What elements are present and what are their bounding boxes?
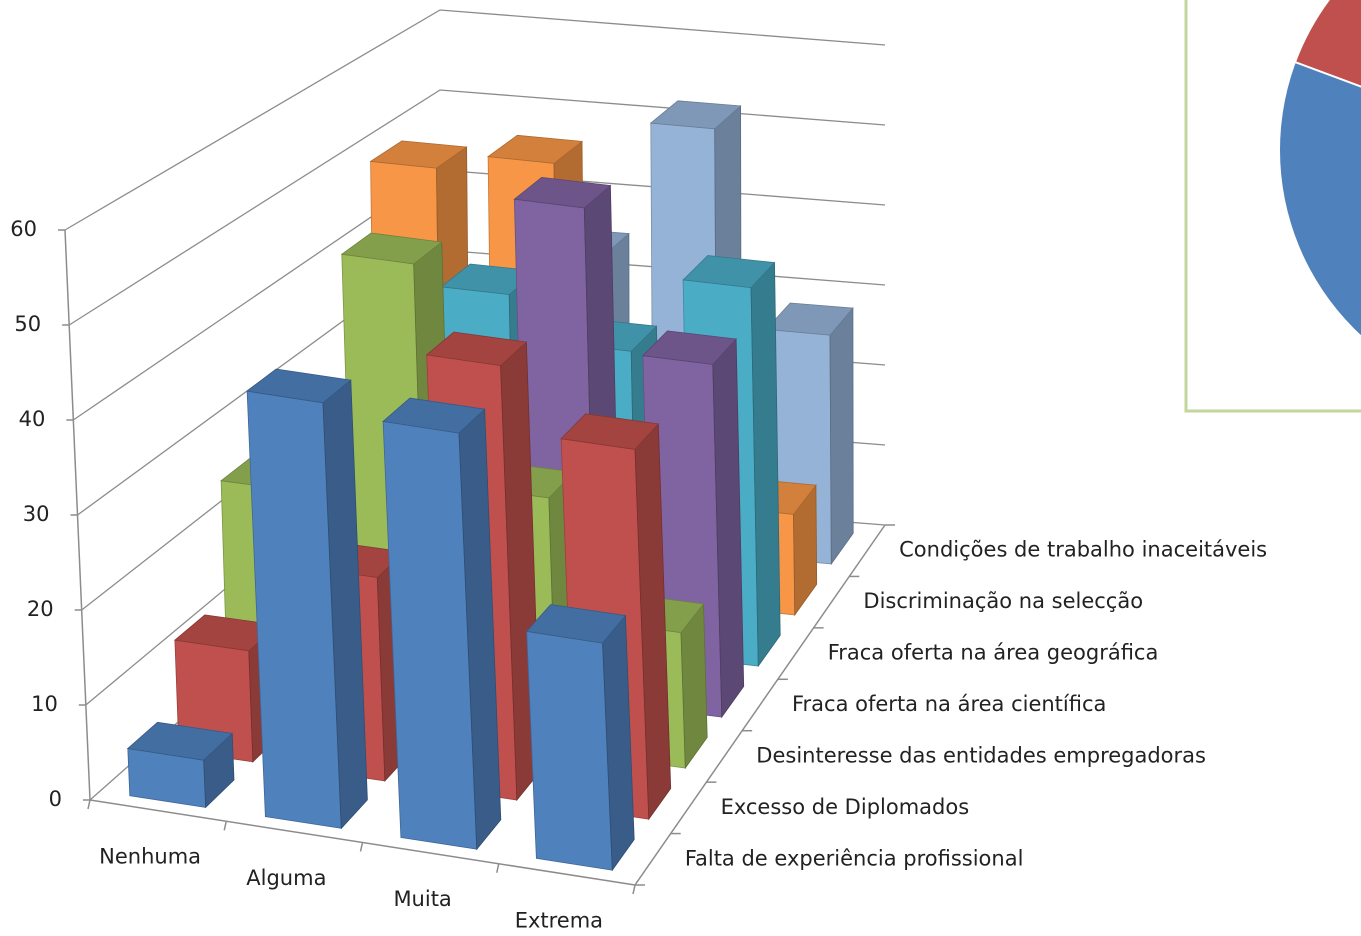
bar-top [487, 134, 584, 164]
series-label: Discriminação na selecção [863, 589, 1143, 613]
y-tick-label: 40 [19, 407, 46, 431]
x-tick [632, 884, 636, 895]
bar-front [526, 630, 613, 871]
series-label: Fraca oferta na área científica [792, 692, 1106, 716]
x-tick [359, 842, 364, 852]
bar-top [126, 721, 234, 761]
pie-slice [1280, 0, 1361, 336]
x-tick-label: Nenhuma [99, 845, 201, 869]
x-tick-label: Muita [393, 887, 451, 911]
series-label: Fraca oferta na área geográfica [828, 641, 1159, 665]
bars [126, 100, 854, 872]
bar-top [369, 140, 468, 169]
series-label: Condições de trabalho inaceitáveis [899, 538, 1267, 562]
y-tick-label: 10 [31, 692, 58, 716]
x-tick [496, 863, 500, 873]
bar-side [829, 307, 854, 566]
series-label: Desinteresse das entidades empregadoras [756, 743, 1206, 767]
bar [126, 721, 235, 809]
pie-slice [1293, 0, 1361, 88]
bar-top [246, 368, 352, 404]
x-tick [223, 821, 227, 831]
pie-frame [1184, 0, 1361, 413]
bar [246, 368, 368, 830]
bar-top [525, 604, 627, 644]
x-tick [87, 799, 91, 810]
bar-top [642, 330, 737, 365]
bar-side [680, 602, 708, 770]
y-tick-label: 30 [23, 502, 50, 526]
y-tick-label: 60 [10, 217, 37, 241]
series-label: Excesso de Diplomados [721, 795, 970, 819]
depth-axis [634, 524, 886, 886]
cropped-pie-chart [1184, 0, 1361, 413]
x-tick-label: Extrema [515, 908, 603, 932]
bar-top [513, 176, 612, 209]
y-tick-label: 50 [14, 312, 41, 336]
bar [382, 397, 502, 851]
y-tick-label: 0 [49, 787, 62, 811]
bar-top [340, 232, 443, 265]
bar-top [682, 255, 776, 289]
bar-top [765, 302, 854, 336]
bar-top [382, 397, 486, 434]
y-axis [64, 229, 91, 801]
y-tick-label: 20 [27, 597, 54, 621]
labels: 0 10 20 30 40 50 60 Nenhuma Alguma Muita Extrema Fa… [10, 217, 1267, 932]
bar-top [425, 331, 528, 367]
grid-line [64, 9, 886, 231]
x-tick-label: Alguma [246, 866, 326, 890]
series-label: Falta de experiência profissional [685, 846, 1024, 870]
bar-top [560, 413, 660, 450]
bar-top [649, 100, 742, 130]
bar [525, 604, 635, 872]
